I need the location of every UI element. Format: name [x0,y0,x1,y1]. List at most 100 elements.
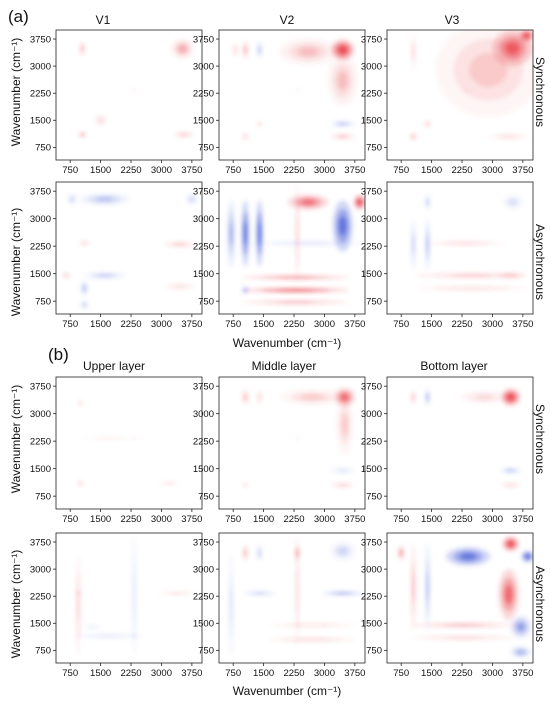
contour-cell [64,274,68,277]
contour-cell [79,482,82,485]
y-tick-label: 3000 [30,564,51,575]
x-tick-label: 2250 [451,514,472,525]
contour-cell [451,287,493,289]
x-tick-label: 2250 [451,319,472,330]
y-tick-label: 3750 [193,537,214,548]
contour-cell [296,89,298,91]
y-tick-label: 2250 [30,436,51,447]
x-tick-label: 1500 [90,668,111,679]
x-tick-label: 3000 [151,319,172,330]
x-tick-label: 1500 [421,165,442,176]
x-tick-label: 3000 [314,514,335,525]
contour-cell [98,118,103,123]
y-tick-label: 3000 [193,409,214,420]
y-tick-label: 3000 [193,214,214,225]
contour-cell [244,550,247,556]
contour-cell [244,484,247,486]
x-tick-label: 750 [62,319,78,330]
y-tick-label: 3000 [30,61,51,72]
y-tick-label: 1500 [361,619,382,630]
contour-cell [507,469,515,472]
x-tick-label: 3000 [314,319,335,330]
contour-cell [277,276,316,278]
contour-cell [338,547,348,555]
contour-cell [426,235,429,254]
panel-frame [55,376,203,510]
panel-frame [55,181,203,315]
y-tick-label: 1500 [193,464,214,475]
row-label-a-synchronous: Synchronous [533,57,547,127]
contour-cell [335,592,350,594]
x-tick-label: 750 [393,668,409,679]
contour-cell [426,199,429,205]
contour-cell [253,592,266,594]
x-tick-label: 750 [393,319,409,330]
contour-cell [469,52,508,87]
row-label-a-asynchronous: Asynchronous [533,224,547,300]
panel-frame [218,181,366,315]
contour-cell [505,274,516,277]
x-tick-label: 1500 [253,514,274,525]
contour-cell [277,289,316,291]
panel-frame [386,181,534,315]
x-tick-label: 2250 [283,514,304,525]
contour-cell [400,550,403,556]
y-axis-label-a-synchronous: Wavenumber (cm⁻¹) [9,38,23,147]
y-tick-label: 3750 [193,186,214,197]
y-tick-label: 2250 [30,591,51,602]
y-tick-label: 3000 [361,214,382,225]
contour-cell [505,585,513,604]
row-label-b-synchronous: Synchronous [533,404,547,474]
y-tick-label: 1500 [30,269,51,280]
panel-frame [218,532,366,664]
y-tick-label: 2250 [30,88,51,99]
y-tick-label: 3750 [30,537,51,548]
y-tick-label: 750 [198,646,214,657]
y-tick-label: 750 [366,646,382,657]
contour-cell [178,45,187,53]
column-title-b-2: Middle layer [252,359,317,373]
x-tick-label: 3750 [512,668,533,679]
y-axis-label-b-asynchronous: Wavenumber (cm⁻¹) [9,550,23,659]
contour-cell [70,197,74,202]
contour-cell [339,216,347,236]
x-tick-label: 3750 [344,165,365,176]
x-tick-label: 3000 [151,165,172,176]
x-tick-label: 750 [393,514,409,525]
contour-cell [445,637,484,639]
y-tick-label: 750 [35,143,51,154]
contour-cell [170,592,185,594]
y-tick-label: 3000 [361,61,382,72]
y-tick-label: 3000 [361,409,382,420]
heatmap-panels: 750 1500 2250 3000 3750 750 1500 2250 3000 3750 75… [30,29,534,679]
contour-cell [357,199,362,205]
panel-label-b: (b) [48,345,69,364]
contour-cell [230,587,232,624]
x-tick-label: 3750 [344,319,365,330]
contour-cell [81,133,84,136]
contour-cell [298,47,319,57]
y-tick-label: 3000 [193,61,214,72]
contour-cell [507,541,514,547]
contour-cell [83,285,86,291]
contour-cell [338,135,348,138]
heatmap-panel: 750 1500 2250 3000 3750 750 1500 2250 3000 3750 [361,29,533,176]
contour-cell [517,622,525,631]
contour-cell [277,301,316,303]
x-tick-label: 3750 [512,165,533,176]
row-label-b-asynchronous: Asynchronous [533,566,547,642]
y-tick-label: 3750 [193,381,214,392]
contour-cell [296,569,298,612]
x-tick-label: 2250 [283,165,304,176]
y-tick-label: 2250 [30,241,51,252]
y-tick-label: 750 [198,143,214,154]
contour-cell [229,221,233,246]
y-tick-label: 750 [198,491,214,502]
x-tick-label: 3750 [181,319,202,330]
y-tick-label: 1500 [30,464,51,475]
y-tick-label: 1500 [193,619,214,630]
heatmap-panel: 750 1500 2250 3000 3750 750 1500 2250 3000 3750 [30,29,202,176]
x-axis-label-a: Wavenumber (cm⁻¹) [233,336,342,350]
heatmap-panel: 750 1500 2250 3000 3750 750 1500 2250 3000 3750 [30,532,202,679]
y-tick-label: 1500 [193,116,214,127]
